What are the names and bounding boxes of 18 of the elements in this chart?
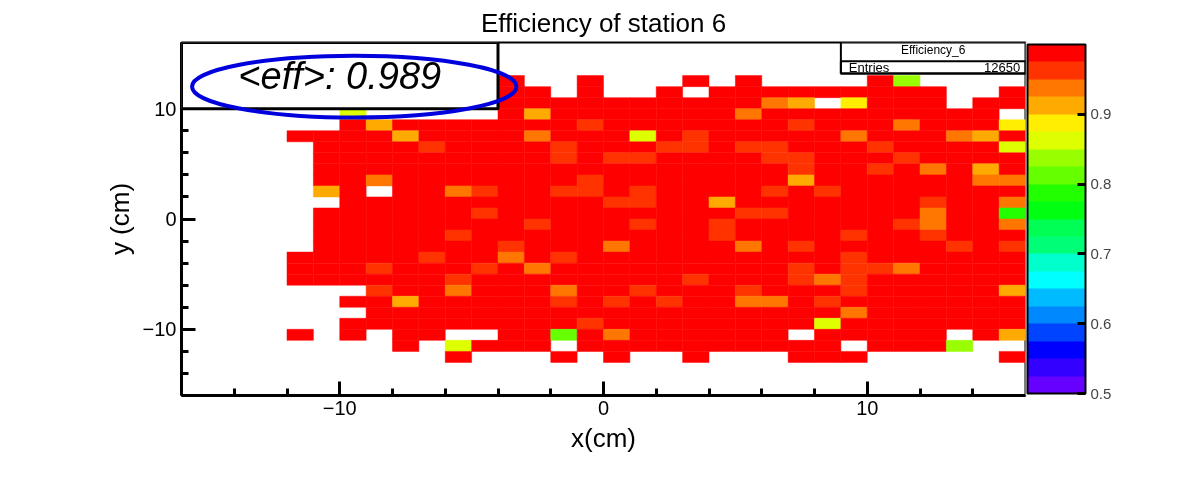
color-bar-label: 0.5 bbox=[1090, 384, 1112, 402]
color-bar-label: 0.8 bbox=[1090, 175, 1112, 193]
x-tick-label: 10 bbox=[856, 396, 879, 419]
color-bar-label: 0.7 bbox=[1090, 244, 1112, 262]
y-axis-title: y (cm) bbox=[104, 182, 135, 256]
y-tick-label: −10 bbox=[142, 318, 177, 341]
x-tick-label: −10 bbox=[322, 396, 357, 419]
color-bar-label: 0.6 bbox=[1090, 314, 1112, 332]
x-axis-title: x(cm) bbox=[571, 422, 636, 453]
annotation: 12650 bbox=[984, 59, 1021, 75]
x-tick-label: 0 bbox=[597, 396, 610, 419]
chart-title: Efficiency of station 6 bbox=[480, 7, 727, 38]
annotation: <eff>: 0.989 bbox=[238, 54, 442, 97]
color-bar-label: 0.9 bbox=[1090, 105, 1112, 123]
y-tick-label: 0 bbox=[165, 208, 177, 230]
annotation: Entries bbox=[848, 59, 890, 75]
y-tick-label: 10 bbox=[154, 97, 177, 120]
annotation: Efficiency_6 bbox=[900, 43, 966, 58]
